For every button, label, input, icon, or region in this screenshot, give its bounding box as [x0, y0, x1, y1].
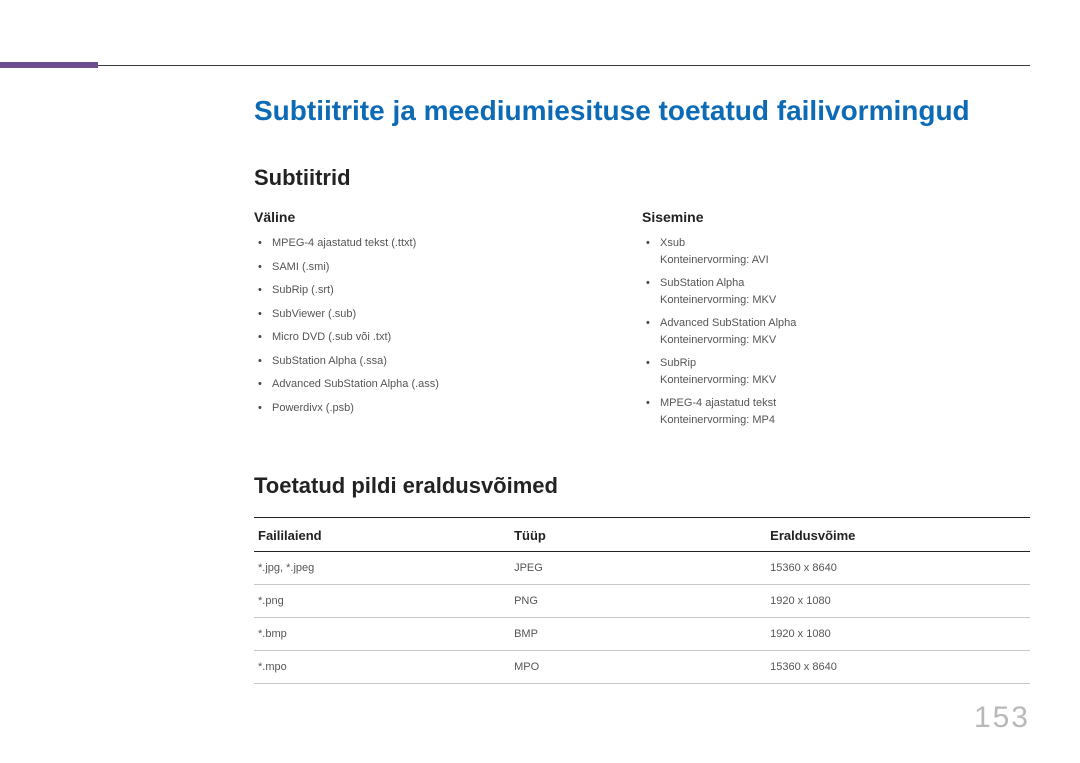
- top-divider: [50, 65, 1030, 66]
- item-sub: Konteinervorming: MKV: [660, 372, 1030, 389]
- col-header: Tüüp: [510, 518, 766, 552]
- external-column: Väline MPEG-4 ajastatud tekst (.ttxt) SA…: [254, 209, 642, 435]
- cell: 1920 x 1080: [766, 618, 1030, 651]
- cell: BMP: [510, 618, 766, 651]
- page-title: Subtiitrite ja meediumiesituse toetatud …: [254, 95, 1030, 127]
- cell: 15360 x 8640: [766, 552, 1030, 585]
- list-item: Powerdivx (.psb): [272, 400, 642, 417]
- cell: *.mpo: [254, 651, 510, 684]
- table-row: *.png PNG 1920 x 1080: [254, 585, 1030, 618]
- list-item: SubStation Alpha (.ssa): [272, 353, 642, 370]
- item-sub: Konteinervorming: AVI: [660, 252, 1030, 269]
- list-item: Xsub Konteinervorming: AVI: [660, 235, 1030, 268]
- external-header: Väline: [254, 209, 642, 225]
- cell: 1920 x 1080: [766, 585, 1030, 618]
- subtitles-columns: Väline MPEG-4 ajastatud tekst (.ttxt) SA…: [254, 209, 1030, 435]
- list-item: MPEG-4 ajastatud tekst Konteinervorming:…: [660, 395, 1030, 428]
- item-main: SubStation Alpha: [660, 277, 744, 289]
- list-item: SubRip Konteinervorming: MKV: [660, 355, 1030, 388]
- internal-list: Xsub Konteinervorming: AVI SubStation Al…: [642, 235, 1030, 428]
- table-header-row: Faililaiend Tüüp Eraldusvõime: [254, 518, 1030, 552]
- list-item: Advanced SubStation Alpha (.ass): [272, 376, 642, 393]
- col-header: Eraldusvõime: [766, 518, 1030, 552]
- cell: *.png: [254, 585, 510, 618]
- list-item: SubViewer (.sub): [272, 306, 642, 323]
- col-header: Faililaiend: [254, 518, 510, 552]
- item-main: Xsub: [660, 237, 685, 249]
- item-main: MPEG-4 ajastatud tekst: [660, 397, 776, 409]
- cell: PNG: [510, 585, 766, 618]
- page-content: Subtiitrite ja meediumiesituse toetatud …: [254, 95, 1030, 684]
- cell: MPO: [510, 651, 766, 684]
- item-sub: Konteinervorming: MKV: [660, 292, 1030, 309]
- cell: *.jpg, *.jpeg: [254, 552, 510, 585]
- item-main: SubRip: [660, 357, 696, 369]
- list-item: SubStation Alpha Konteinervorming: MKV: [660, 275, 1030, 308]
- cell: 15360 x 8640: [766, 651, 1030, 684]
- list-item: SubRip (.srt): [272, 282, 642, 299]
- section1-heading: Subtiitrid: [254, 165, 1030, 191]
- list-item: Advanced SubStation Alpha Konteinervormi…: [660, 315, 1030, 348]
- item-sub: Konteinervorming: MP4: [660, 412, 1030, 429]
- accent-bar: [0, 62, 98, 68]
- internal-header: Sisemine: [642, 209, 1030, 225]
- external-list: MPEG-4 ajastatud tekst (.ttxt) SAMI (.sm…: [254, 235, 642, 416]
- item-main: Advanced SubStation Alpha: [660, 317, 796, 329]
- list-item: Micro DVD (.sub või .txt): [272, 329, 642, 346]
- page-number: 153: [974, 701, 1030, 735]
- resolution-table: Faililaiend Tüüp Eraldusvõime *.jpg, *.j…: [254, 517, 1030, 684]
- table-row: *.bmp BMP 1920 x 1080: [254, 618, 1030, 651]
- table-row: *.mpo MPO 15360 x 8640: [254, 651, 1030, 684]
- internal-column: Sisemine Xsub Konteinervorming: AVI SubS…: [642, 209, 1030, 435]
- cell: JPEG: [510, 552, 766, 585]
- section2-heading: Toetatud pildi eraldusvõimed: [254, 473, 1030, 499]
- table-row: *.jpg, *.jpeg JPEG 15360 x 8640: [254, 552, 1030, 585]
- item-sub: Konteinervorming: MKV: [660, 332, 1030, 349]
- list-item: SAMI (.smi): [272, 259, 642, 276]
- cell: *.bmp: [254, 618, 510, 651]
- list-item: MPEG-4 ajastatud tekst (.ttxt): [272, 235, 642, 252]
